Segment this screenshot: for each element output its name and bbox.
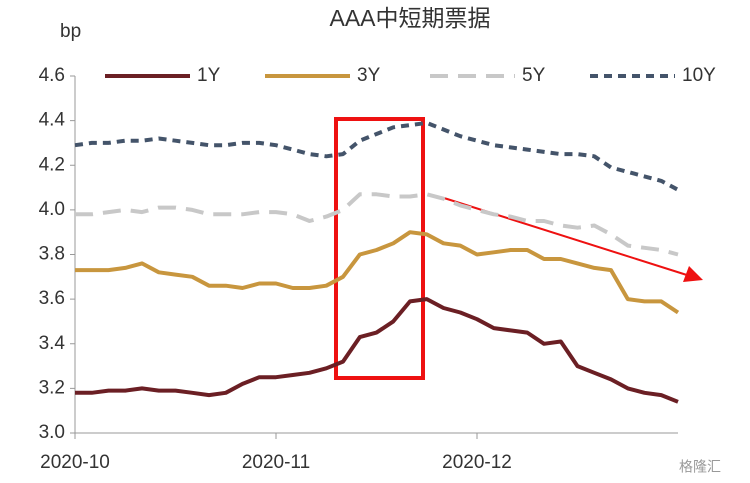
highlight-box bbox=[334, 117, 425, 380]
y-tick-label: 4.2 bbox=[39, 154, 65, 175]
y-tick-label: 3.8 bbox=[39, 244, 65, 265]
line-series bbox=[75, 192, 679, 257]
legend-label: 10Y bbox=[682, 65, 716, 86]
arrow-head bbox=[683, 266, 703, 282]
y-tick-label: 4.4 bbox=[39, 110, 66, 131]
watermark: 格隆汇 bbox=[679, 459, 721, 475]
y-tick-label: 3.6 bbox=[39, 288, 65, 309]
trend-arrow bbox=[443, 197, 691, 277]
legend-label: 3Y bbox=[357, 65, 381, 86]
legend-label: 5Y bbox=[522, 65, 546, 86]
chart-title: AAA中短期票据 bbox=[329, 5, 490, 31]
y-tick-label: 4.0 bbox=[39, 199, 65, 220]
line-series bbox=[75, 297, 679, 404]
y-tick-label: 3.0 bbox=[39, 422, 65, 443]
line-series bbox=[75, 230, 680, 315]
x-tick-label: 2020-10 bbox=[40, 452, 110, 473]
y-unit-label: bp bbox=[60, 21, 81, 42]
y-tick-label: 3.2 bbox=[39, 377, 65, 398]
y-tick-label: 4.6 bbox=[39, 65, 65, 86]
y-tick-label: 3.4 bbox=[39, 333, 66, 354]
legend-label: 1Y bbox=[197, 65, 221, 86]
x-tick-label: 2020-11 bbox=[242, 452, 310, 473]
x-tick-label: 2020-12 bbox=[442, 452, 512, 473]
line-series bbox=[74, 120, 679, 192]
